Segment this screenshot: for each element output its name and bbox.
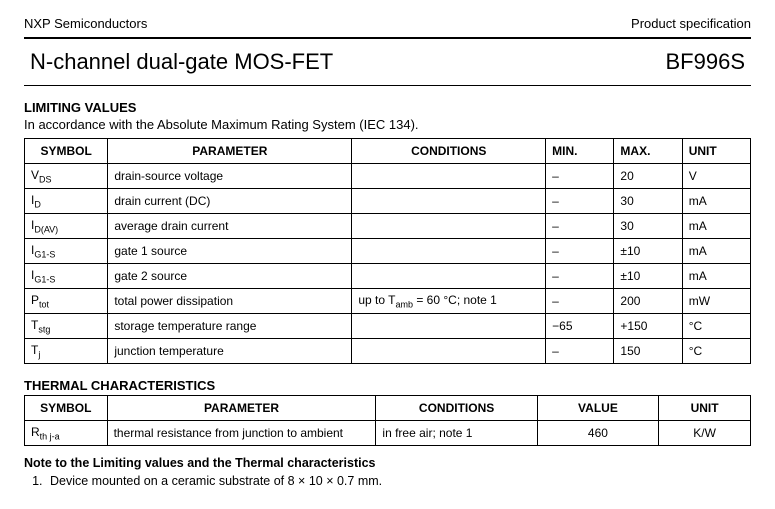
cell-cond: [352, 314, 546, 339]
table-row: Ptottotal power dissipationup to Tamb = …: [25, 289, 751, 314]
cell-symbol: Rth j-a: [25, 421, 108, 446]
cell-max: 30: [614, 214, 682, 239]
cell-param: average drain current: [108, 214, 352, 239]
cell-max: 150: [614, 339, 682, 364]
col-symbol: SYMBOL: [25, 396, 108, 421]
cell-max: ±10: [614, 239, 682, 264]
cell-cond: [352, 264, 546, 289]
cell-param: drain-source voltage: [108, 164, 352, 189]
cell-unit: mA: [682, 214, 750, 239]
cell-unit: V: [682, 164, 750, 189]
cell-unit: mA: [682, 239, 750, 264]
cell-symbol: Tj: [25, 339, 108, 364]
cell-max: 200: [614, 289, 682, 314]
cell-max: ±10: [614, 264, 682, 289]
table-row: ID(AV)average drain current –30mA: [25, 214, 751, 239]
cell-symbol: ID: [25, 189, 108, 214]
cell-cond: [352, 214, 546, 239]
cell-unit: °C: [682, 314, 750, 339]
limiting-table: SYMBOL PARAMETER CONDITIONS MIN. MAX. UN…: [24, 138, 751, 364]
col-unit: UNIT: [682, 139, 750, 164]
cell-symbol: VDS: [25, 164, 108, 189]
table-header-row: SYMBOL PARAMETER CONDITIONS MIN. MAX. UN…: [25, 139, 751, 164]
cell-min: –: [546, 264, 614, 289]
col-cond: CONDITIONS: [352, 139, 546, 164]
cell-param: junction temperature: [108, 339, 352, 364]
cell-min: –: [546, 339, 614, 364]
cell-unit: mA: [682, 189, 750, 214]
cell-max: +150: [614, 314, 682, 339]
col-param: PARAMETER: [108, 139, 352, 164]
cell-param: thermal resistance from junction to ambi…: [107, 421, 376, 446]
note-title: Note to the Limiting values and the Ther…: [24, 456, 751, 470]
cell-param: storage temperature range: [108, 314, 352, 339]
cell-param: total power dissipation: [108, 289, 352, 314]
table-row: Tstgstorage temperature range −65+150°C: [25, 314, 751, 339]
cell-unit: mW: [682, 289, 750, 314]
cell-min: –: [546, 289, 614, 314]
col-param: PARAMETER: [107, 396, 376, 421]
table-row: Tjjunction temperature –150°C: [25, 339, 751, 364]
thermal-table: SYMBOL PARAMETER CONDITIONS VALUE UNIT R…: [24, 395, 751, 446]
table-row: IG1-Sgate 1 source –±10mA: [25, 239, 751, 264]
title-row: N-channel dual-gate MOS-FET BF996S: [24, 49, 751, 75]
page-header: NXP Semiconductors Product specification: [24, 16, 751, 31]
table-row: IDdrain current (DC) –30mA: [25, 189, 751, 214]
col-value: VALUE: [537, 396, 658, 421]
cell-unit: mA: [682, 264, 750, 289]
cell-cond: up to Tamb = 60 °C; note 1: [352, 289, 546, 314]
rule-under-title: [24, 85, 751, 86]
note-item: Device mounted on a ceramic substrate of…: [46, 474, 751, 488]
col-min: MIN.: [546, 139, 614, 164]
cell-param: drain current (DC): [108, 189, 352, 214]
cell-symbol: Tstg: [25, 314, 108, 339]
title-main: N-channel dual-gate MOS-FET: [30, 49, 333, 75]
cell-min: –: [546, 239, 614, 264]
limiting-subtitle: In accordance with the Absolute Maximum …: [24, 117, 751, 132]
cell-symbol: IG1-S: [25, 264, 108, 289]
col-cond: CONDITIONS: [376, 396, 537, 421]
cell-value: 460: [537, 421, 658, 446]
cell-min: −65: [546, 314, 614, 339]
rule-top: [24, 37, 751, 39]
cell-cond: [352, 239, 546, 264]
cell-max: 20: [614, 164, 682, 189]
cell-param: gate 2 source: [108, 264, 352, 289]
table-row: IG1-Sgate 2 source –±10mA: [25, 264, 751, 289]
note-list: Device mounted on a ceramic substrate of…: [24, 474, 751, 488]
col-unit: UNIT: [659, 396, 751, 421]
cell-min: –: [546, 214, 614, 239]
cell-symbol: IG1-S: [25, 239, 108, 264]
cell-cond: [352, 189, 546, 214]
cell-unit: °C: [682, 339, 750, 364]
header-left: NXP Semiconductors: [24, 16, 147, 31]
col-max: MAX.: [614, 139, 682, 164]
table-header-row: SYMBOL PARAMETER CONDITIONS VALUE UNIT: [25, 396, 751, 421]
cell-cond: [352, 339, 546, 364]
cell-unit: K/W: [659, 421, 751, 446]
title-part: BF996S: [666, 49, 746, 75]
cell-min: –: [546, 164, 614, 189]
table-row: Rth j-athermal resistance from junction …: [25, 421, 751, 446]
cell-max: 30: [614, 189, 682, 214]
cell-cond: in free air; note 1: [376, 421, 537, 446]
col-symbol: SYMBOL: [25, 139, 108, 164]
limiting-title: LIMITING VALUES: [24, 100, 751, 115]
thermal-title: THERMAL CHARACTERISTICS: [24, 378, 751, 393]
cell-min: –: [546, 189, 614, 214]
cell-symbol: ID(AV): [25, 214, 108, 239]
table-row: VDSdrain-source voltage –20V: [25, 164, 751, 189]
cell-symbol: Ptot: [25, 289, 108, 314]
header-right: Product specification: [631, 16, 751, 31]
cell-param: gate 1 source: [108, 239, 352, 264]
cell-cond: [352, 164, 546, 189]
